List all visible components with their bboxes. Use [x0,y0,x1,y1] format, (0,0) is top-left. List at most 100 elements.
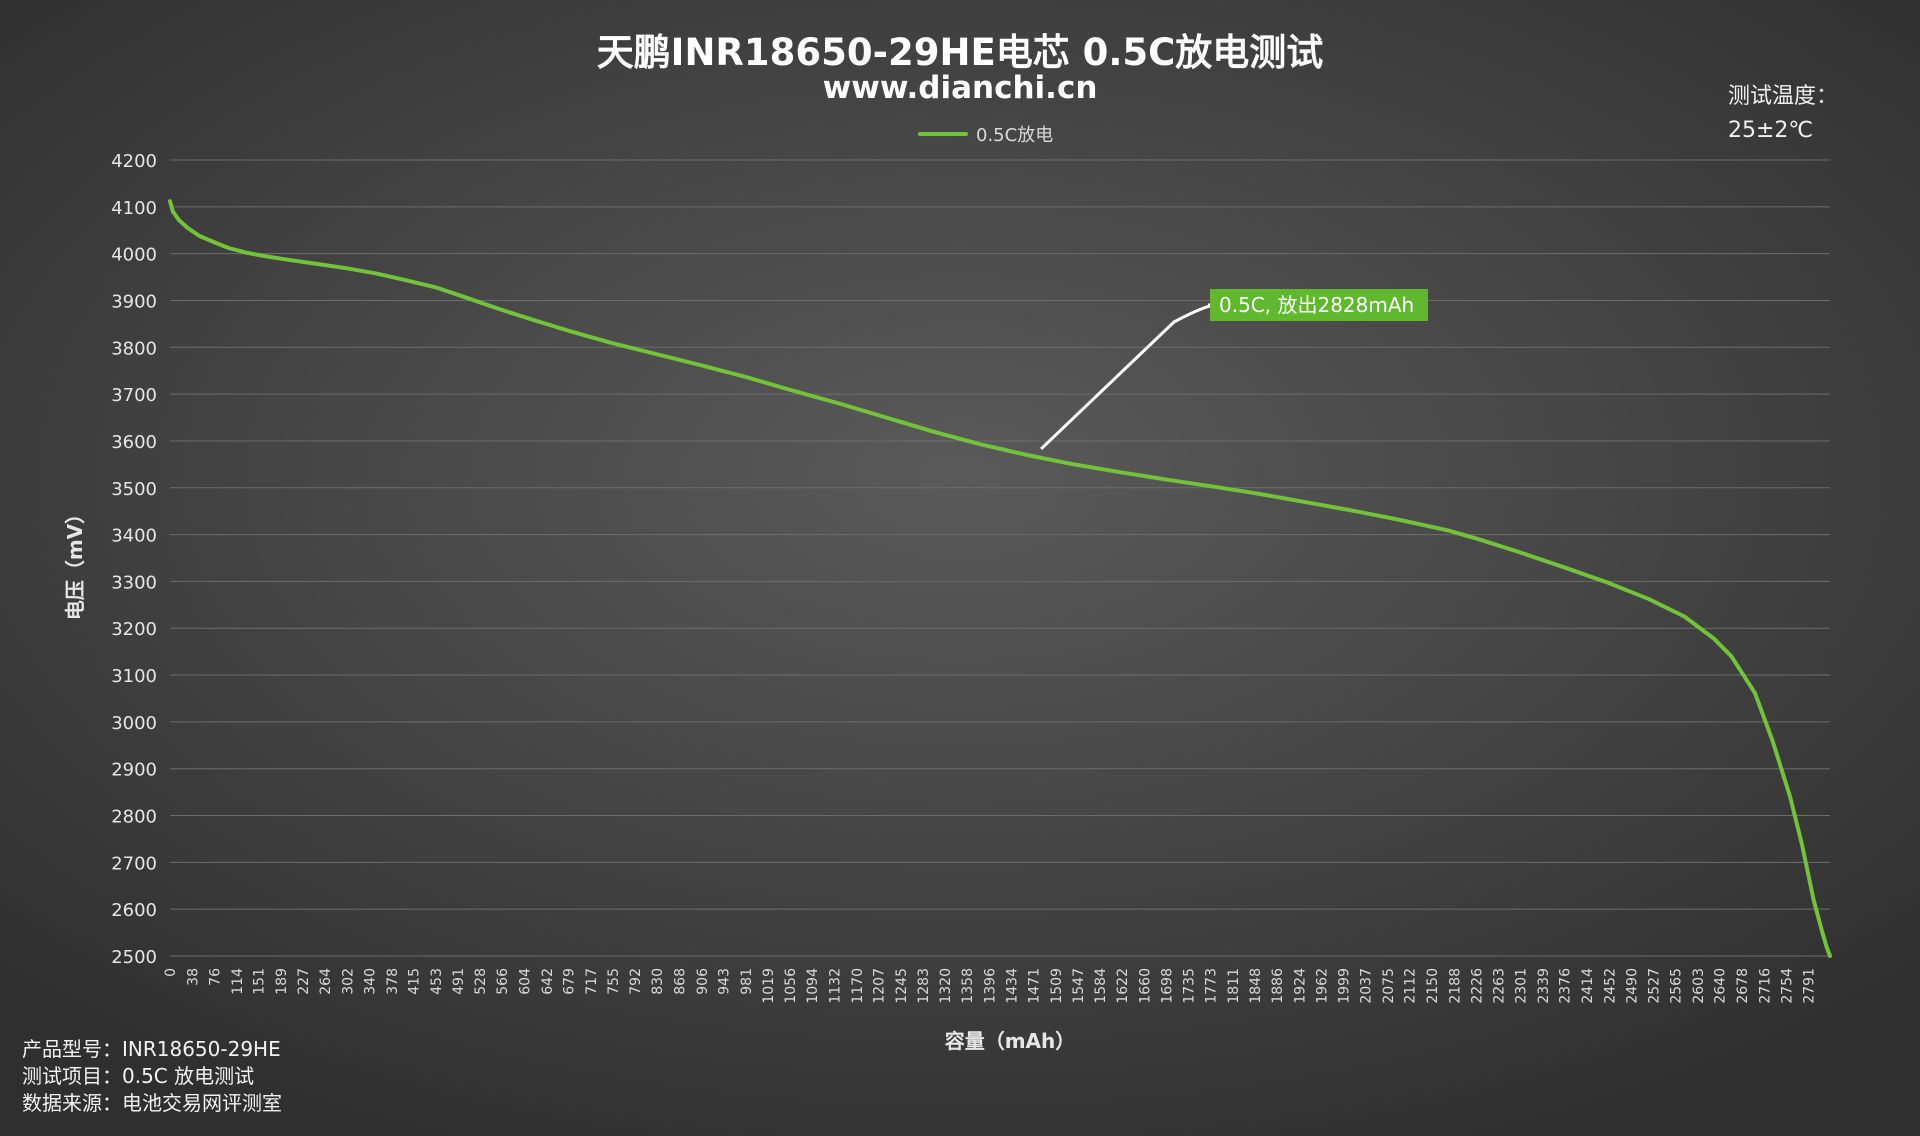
x-tick-label: 2376 [1558,968,1574,1004]
x-tick-label: 114 [230,968,246,995]
x-tick-label: 2716 [1757,968,1773,1004]
y-tick-label: 4100 [111,198,157,219]
y-tick-label: 2700 [111,853,157,874]
test-item: 测试项目：0.5C 放电测试 [22,1064,255,1088]
annotation-label: 0.5C, 放出2828mAh [1219,293,1414,317]
x-tick-label: 340 [363,968,379,995]
y-tick-label: 2600 [111,900,157,921]
y-tick-label: 4200 [111,151,157,172]
x-tick-label: 755 [606,968,622,995]
y-tick-label: 2500 [111,947,157,968]
x-tick-label: 2263 [1491,968,1507,1004]
x-tick-label: 604 [518,968,534,995]
temperature-label: 测试温度： [1728,84,1839,109]
x-tick-label: 981 [739,968,755,995]
y-tick-label: 3900 [111,291,157,312]
x-tick-label: 717 [584,968,600,995]
y-tick-label: 3000 [111,713,157,734]
x-tick-label: 415 [407,968,423,995]
x-tick-label: 2490 [1625,968,1641,1004]
x-tick-label: 2603 [1691,968,1707,1004]
x-tick-labels: 0 38 76 114 151 189 227 264 302 340 378 415 453 491 52… [163,968,1817,1004]
x-tick-label: 189 [274,968,290,995]
x-tick-label: 491 [451,968,467,995]
x-tick-label: 2339 [1536,968,1552,1004]
x-tick-label: 1999 [1336,968,1352,1004]
legend-line-swatch [918,132,968,136]
x-tick-label: 1584 [1093,968,1109,1004]
y-tick-label: 3300 [111,572,157,593]
data-source: 数据来源：电池交易网评测室 [22,1091,282,1115]
x-tick-label: 1962 [1315,968,1331,1004]
x-tick-label: 1735 [1181,968,1197,1004]
x-tick-label: 2678 [1735,968,1751,1004]
x-tick-label: 2226 [1470,968,1486,1004]
x-tick-label: 264 [318,968,334,995]
x-tick-label: 1886 [1270,968,1286,1004]
x-tick-label: 378 [385,968,401,995]
y-tick-label: 3800 [111,338,157,359]
x-tick-label: 679 [562,968,578,995]
annotation-box [1210,289,1428,321]
x-tick-label: 2452 [1602,968,1618,1004]
x-tick-label: 528 [473,968,489,995]
y-tick-label: 3500 [111,479,157,500]
x-tick-label: 1622 [1115,968,1131,1004]
x-tick-label: 76 [208,968,224,986]
y-tick-label: 4000 [111,245,157,266]
x-tick-label: 1811 [1226,968,1242,1004]
x-axis-label: 容量（mAh） [945,1029,1076,1053]
x-tick-label: 302 [340,968,356,995]
x-tick-label: 2754 [1780,968,1796,1004]
x-tick-label: 151 [252,968,268,995]
x-tick-label: 38 [185,968,201,986]
x-tick-label: 2301 [1514,968,1530,1004]
y-tick-label: 3700 [111,385,157,406]
x-tick-label: 2150 [1425,968,1441,1004]
x-tick-label: 1245 [894,968,910,1004]
x-tick-label: 2414 [1580,968,1596,1004]
x-tick-label: 1660 [1137,968,1153,1004]
x-tick-label: 1547 [1071,968,1087,1004]
test-temperature: 测试温度： 25±2℃ [1728,80,1838,148]
x-tick-label: 566 [495,968,511,995]
legend: 0.5C放电 [918,122,1053,146]
x-tick-label: 2075 [1381,968,1397,1004]
y-tick-label: 3400 [111,526,157,547]
legend-label: 0.5C放电 [976,125,1054,146]
x-tick-label: 1698 [1160,968,1176,1004]
x-tick-label: 2112 [1403,968,1419,1004]
x-tick-label: 1358 [960,968,976,1004]
test-info: 产品型号：INR18650-29HE 测试项目：0.5C 放电测试 数据来源：电… [22,1036,282,1117]
x-tick-label: 1320 [938,968,954,1004]
x-tick-label: 2640 [1713,968,1729,1004]
annotation-leader [1040,303,1217,450]
x-tick-label: 830 [650,968,666,995]
gridlines [170,159,1830,957]
y-axis-label: 电压（mV） [63,504,87,620]
x-tick-label: 2565 [1669,968,1685,1004]
x-tick-label: 1094 [805,968,821,1004]
x-tick-label: 1924 [1292,968,1308,1004]
x-tick-label: 943 [717,968,733,995]
x-tick-label: 1434 [1005,968,1021,1004]
x-tick-label: 1396 [982,968,998,1004]
x-tick-label: 906 [695,968,711,995]
series-line [168,199,1832,958]
y-tick-label: 3100 [111,666,157,687]
x-tick-label: 792 [628,968,644,995]
y-tick-label: 3200 [111,619,157,640]
product-model: 产品型号：INR18650-29HE [22,1037,281,1061]
x-tick-label: 1471 [1026,968,1042,1004]
chart-title: 天鹏INR18650-29HE电芯 0.5C放电测试 [596,31,1324,74]
x-tick-label: 0 [163,968,179,977]
y-tick-label: 2800 [111,807,157,828]
chart-subtitle: www.dianchi.cn [822,70,1098,106]
x-tick-label: 868 [673,968,689,995]
x-tick-label: 453 [429,968,445,995]
x-tick-label: 2527 [1646,968,1662,1004]
y-tick-labels: 2500 2600 2700 2800 2900 3000 3100 3200 3300 3400… [111,151,157,968]
x-tick-label: 1170 [850,968,866,1004]
x-tick-label: 2791 [1801,968,1817,1004]
